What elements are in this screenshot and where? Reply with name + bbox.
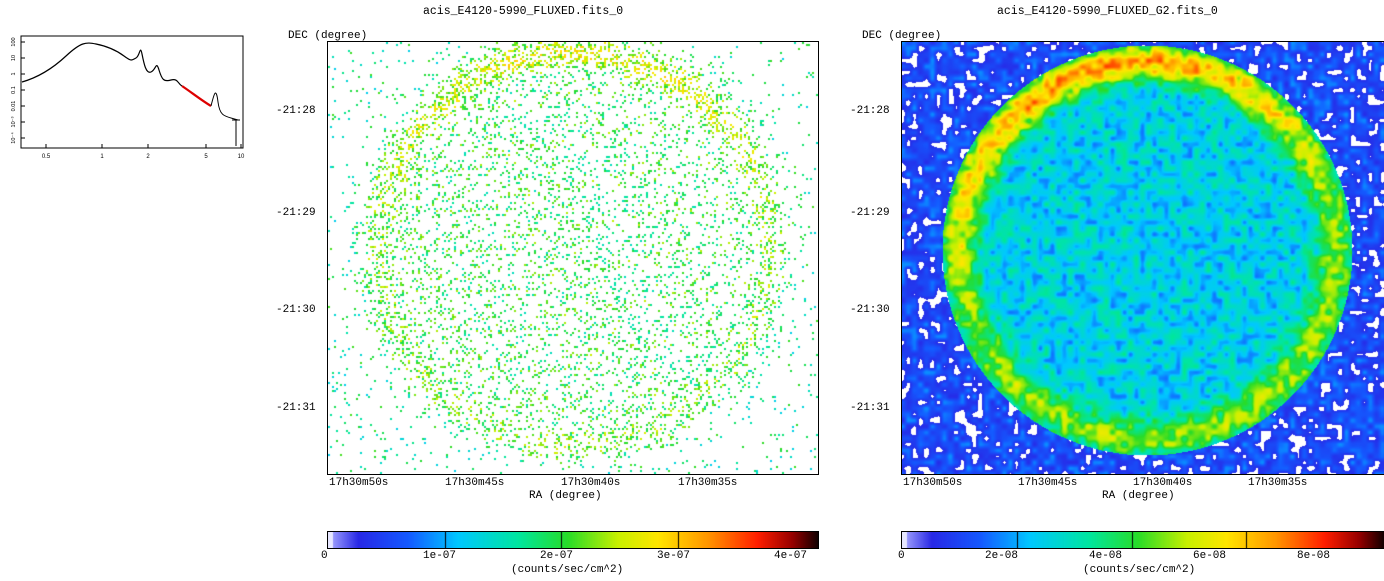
spectrum-y-label: 0.1 (11, 86, 17, 94)
spectrum-x-label: 2 (146, 154, 150, 160)
panel1-ylabel: DEC (degree) (288, 30, 368, 42)
spectrum-tail (210, 92, 239, 121)
spectrum-y-label: 100 (11, 37, 17, 46)
spectrum-y-label: 1 (11, 72, 17, 75)
spectrum-y-label: 10 (11, 55, 17, 61)
panel1-ra-tick: 17h30m50s (329, 477, 389, 489)
panel1-dec-tick: -21:29 (276, 207, 316, 219)
panel1-cbar-tick: 3e-07 (657, 550, 691, 562)
panel2-dec-tick: -21:28 (850, 105, 890, 117)
spectrum-red-segment (181, 85, 212, 107)
panel2-ra-tick: 17h30m35s (1248, 477, 1308, 489)
spectrum-y-label: 10⁻⁴ (10, 132, 17, 144)
spectrum-x-label: 0.5 (42, 154, 51, 160)
spectrum-x-label: 5 (204, 154, 208, 160)
panel1-cbar-tick: 2e-07 (540, 550, 574, 562)
spectrum-frame (20, 35, 244, 149)
panel2-cbar-tick: 4e-08 (1089, 550, 1123, 562)
panel1-title: acis_E4120-5990_FLUXED.fits_0 (423, 5, 624, 18)
panel2-image[interactable] (901, 41, 1384, 475)
panel2-cbar-tick: 0 (898, 550, 905, 562)
panel2-title: acis_E4120-5990_FLUXED_G2.fits_0 (997, 5, 1218, 18)
spectrum-y-label: 0.01 (11, 101, 17, 112)
panel1-image[interactable] (327, 41, 819, 475)
panel1-xlabel: RA (degree) (529, 490, 602, 502)
panel1-ra-tick: 17h30m35s (678, 477, 738, 489)
panel1-dec-tick: -21:28 (276, 105, 316, 117)
panel2-cbar-tick: 8e-08 (1297, 550, 1331, 562)
spectrum-y-label: 10⁻³ (11, 116, 17, 127)
panel1-ra-tick: 17h30m40s (561, 477, 621, 489)
panel2-ylabel: DEC (degree) (862, 30, 942, 42)
panel1-cbar-tick: 4e-07 (774, 550, 808, 562)
panel2-cbar-tick: 6e-08 (1193, 550, 1227, 562)
panel2-dec-tick: -21:29 (850, 207, 890, 219)
panel1-colorbar (327, 531, 819, 549)
panel1-cbar-tick: 1e-07 (423, 550, 457, 562)
panel2-cbar-unit: (counts/sec/cm^2) (1083, 564, 1196, 576)
panel1-cbar-unit: (counts/sec/cm^2) (511, 564, 624, 576)
panel2-xlabel: RA (degree) (1102, 490, 1175, 502)
spectrum-x-label: 1 (100, 154, 104, 160)
panel1-cbar-tick: 0 (321, 550, 328, 562)
panel2-ra-tick: 17h30m40s (1133, 477, 1193, 489)
spectrum-plot: 0.5 1 2 5 10 100 10 1 0.1 0.01 10⁻³ 10⁻⁴ (10, 35, 245, 160)
panel1-ra-tick: 17h30m45s (445, 477, 505, 489)
panel2-colorbar (901, 531, 1384, 549)
panel1-dec-tick: -21:30 (276, 304, 316, 316)
spectrum-model-curve (21, 42, 183, 87)
panel2-cbar-tick: 2e-08 (985, 550, 1019, 562)
panel2-dec-tick: -21:31 (850, 402, 890, 414)
panel1-dec-tick: -21:31 (276, 402, 316, 414)
panel2-ra-tick: 17h30m50s (903, 477, 963, 489)
panel2-dec-tick: -21:30 (850, 304, 890, 316)
panel2-ra-tick: 17h30m45s (1018, 477, 1078, 489)
spectrum-x-label: 10 (238, 154, 245, 160)
